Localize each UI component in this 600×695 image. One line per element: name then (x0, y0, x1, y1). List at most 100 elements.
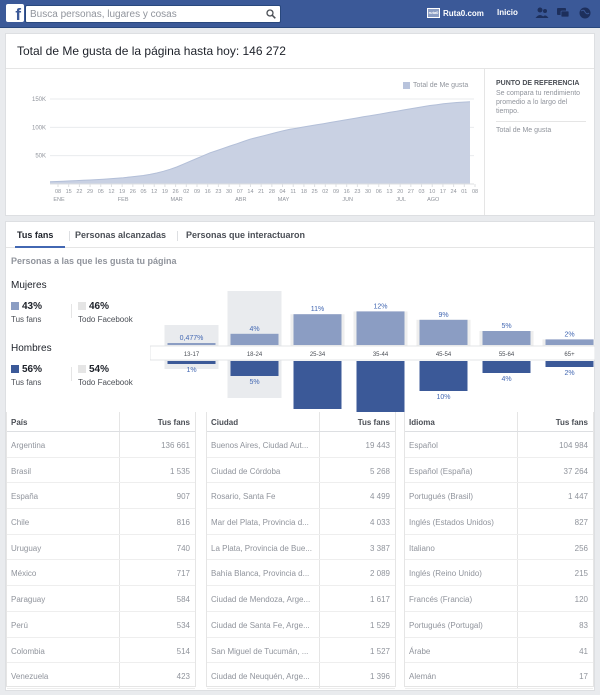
globe-notifications-icon[interactable] (578, 6, 592, 20)
table-row: Buenos Aires, Ciudad Aut... 19 443 (207, 432, 395, 458)
table-row: Español 104 984 (405, 432, 593, 458)
row-label: Bahía Blanca, Provincia d... (207, 560, 320, 586)
x-tick-label: 08 (472, 189, 478, 195)
legend-label: Total de Me gusta (413, 82, 469, 89)
x-tick-label: 20 (397, 189, 403, 195)
row-value: 256 (574, 543, 588, 553)
table-row: Francés (Francia) 120 (405, 586, 593, 612)
men-fans-label: Tus fans (11, 378, 42, 387)
section-subtitle: Personas a las que les gusta tu página (11, 256, 177, 266)
column-header-fans[interactable]: Tus fans (555, 418, 588, 427)
x-tick-label: 09 (194, 189, 200, 195)
x-tick-label: 22 (76, 189, 82, 195)
row-label: La Plata, Provincia de Bue... (207, 534, 320, 560)
x-tick-label: 06 (376, 189, 382, 195)
tab-personas-alcanzadas[interactable]: Personas alcanzadas (75, 230, 167, 240)
table-row: Ciudad de Mendoza, Arge... 1 617 (207, 586, 395, 612)
row-value: 907 (176, 492, 190, 502)
reference-box: PUNTO DE REFERENCIA Se compara tu rendim… (484, 69, 594, 215)
column-header-city[interactable]: Ciudad (207, 412, 320, 431)
facebook-logo-icon[interactable]: f (6, 4, 24, 22)
table-row: Ciudad de Neuquén, Arge... 1 396 (207, 663, 395, 689)
column-header-language[interactable]: Idioma (405, 412, 518, 431)
x-tick-label: 17 (440, 189, 446, 195)
row-value: 1 527 (369, 646, 390, 656)
chart-legend: Total de Me gusta (403, 82, 468, 89)
row-label: Brasil (7, 457, 120, 483)
women-value-label: 0,477% (180, 335, 204, 342)
women-label: Mujeres (11, 280, 47, 291)
table-row: Bahía Blanca, Provincia d... 2 089 (207, 560, 395, 587)
search-icon[interactable] (266, 9, 276, 19)
tab-personas-interactuaron[interactable]: Personas que interactuaron (186, 230, 306, 240)
column-header-fans[interactable]: Tus fans (357, 418, 390, 427)
row-label: Árabe (405, 637, 518, 663)
row-label: Alemán (405, 663, 518, 688)
table-header: País Tus fans (7, 412, 195, 432)
avatar[interactable]: ruta0 (427, 8, 440, 18)
reference-metric[interactable]: Total de Me gusta (496, 127, 552, 134)
row-value: 584 (176, 595, 190, 605)
column-header-fans[interactable]: Tus fans (157, 418, 190, 427)
row-label: Español (España) (405, 457, 518, 483)
home-link[interactable]: Inicio (497, 8, 518, 17)
country-table: País Tus fans Argentina 136 661 Brasil 1 53… (6, 412, 196, 689)
language-table: Idioma Tus fans Español 104 984 Español (E… (404, 412, 594, 689)
search-input[interactable] (26, 6, 262, 22)
row-value: 534 (176, 620, 190, 630)
likes-panel: Total de Me gusta de la página hasta hoy… (5, 33, 595, 216)
month-label: MAY (278, 197, 290, 203)
x-tick-label: 24 (451, 189, 457, 195)
row-value: 1 535 (169, 466, 190, 476)
table-row: Ciudad de Córdoba 5 268 (207, 457, 395, 484)
age-category-label: 35-44 (373, 352, 389, 358)
table-row: La Plata, Provincia de Bue... 3 387 (207, 534, 395, 561)
x-tick-label: 26 (173, 189, 179, 195)
search-box[interactable] (25, 5, 281, 23)
row-label: Venezuela (7, 663, 120, 688)
y-tick-label: 100K (32, 125, 46, 131)
row-value: 1 617 (369, 595, 390, 605)
men-value-label: 10% (436, 394, 450, 401)
table-row: Italiano 256 (405, 534, 593, 561)
table-header: Ciudad Tus fans (207, 412, 395, 432)
women-value-label: 2% (564, 331, 574, 338)
women-value-label: 11% (311, 306, 325, 313)
profile-name[interactable]: Ruta0.com (443, 8, 484, 18)
tab-tus-fans[interactable]: Tus fans (17, 230, 54, 240)
row-value: 740 (176, 543, 190, 553)
row-label: Francés (Francia) (405, 586, 518, 611)
table-row: Chile 816 (7, 509, 195, 535)
row-value: 1 447 (567, 492, 588, 502)
likes-area (50, 101, 470, 184)
men-value-label: 4% (501, 376, 511, 383)
men-bar (167, 361, 216, 364)
table-row: Paraguay 584 (7, 586, 195, 612)
row-label: San Miguel de Tucumán, ... (207, 637, 320, 663)
women-bar (482, 331, 531, 345)
divider (71, 304, 72, 318)
profile-link[interactable]: ruta0 Ruta0.com (427, 8, 484, 18)
friend-requests-icon[interactable] (535, 6, 549, 20)
row-value: 215 (574, 569, 588, 579)
divider (6, 68, 594, 69)
x-tick-label: 27 (408, 189, 414, 195)
women-bar (167, 343, 216, 345)
age-gender-chart: 0,477%1%4%5%11%16%12%18%9%10%5%4%2%2%13-… (150, 291, 595, 412)
men-fb-label: Todo Facebook (78, 378, 133, 387)
messages-icon[interactable] (556, 6, 570, 20)
x-tick-label: 19 (119, 189, 125, 195)
age-category-label: 25-34 (310, 352, 326, 358)
women-value-label: 12% (373, 303, 387, 310)
column-header-country[interactable]: País (7, 412, 120, 431)
men-fb-pct: 54% (89, 364, 110, 375)
x-tick-label: 01 (461, 189, 467, 195)
table-row: Uruguay 740 (7, 534, 195, 561)
x-tick-label: 30 (365, 189, 371, 195)
x-tick-label: 04 (279, 189, 285, 195)
table-row: Inglés (Estados Unidos) 827 (405, 509, 593, 535)
month-label: FEB (118, 197, 129, 203)
women-bar (545, 339, 594, 345)
x-tick-label: 10 (429, 189, 435, 195)
x-tick-label: 07 (237, 189, 243, 195)
